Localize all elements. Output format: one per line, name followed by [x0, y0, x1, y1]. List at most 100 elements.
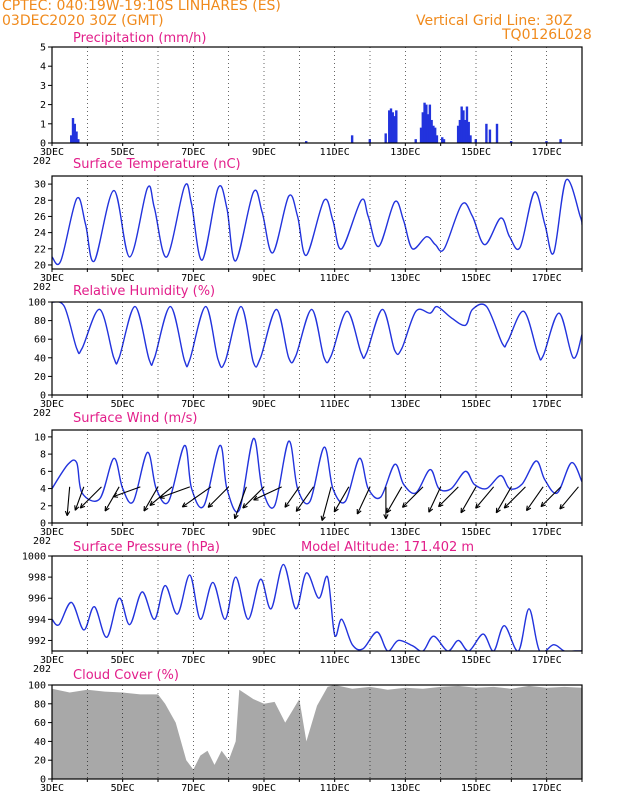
y-tick-label: 1000	[22, 552, 46, 563]
precip-bar	[384, 133, 387, 143]
y-tick-label: 996	[28, 594, 46, 605]
panel-frame	[51, 46, 583, 144]
wind-vector-shaft	[182, 486, 212, 508]
wind-vector	[333, 486, 350, 513]
precip-bar	[430, 119, 433, 143]
precip-bar	[464, 119, 467, 143]
y-tick-label: 3	[40, 81, 46, 92]
x-tick-label: 17DEC	[532, 147, 562, 158]
wind-vector	[112, 486, 141, 498]
x-tick-label: 15DEC	[461, 273, 491, 284]
wind-vector-head	[383, 514, 389, 520]
y-tick-label: 100	[28, 298, 46, 309]
y-tick-label: 4	[40, 484, 46, 495]
wind-vector-shaft	[295, 486, 314, 512]
wind-vector	[559, 486, 579, 510]
y-tick-label: 2	[40, 501, 46, 512]
precip-bar	[432, 125, 435, 143]
y-tick-label: 60	[34, 335, 46, 346]
cloud-cover-area	[52, 685, 582, 779]
precip-bar	[474, 139, 477, 143]
x-tick-label: 9DEC	[252, 655, 276, 666]
panel-frame	[51, 555, 583, 652]
wind-vector-head	[149, 500, 155, 507]
station-header: CPTEC: 040:19W-19:10S LINHARES (ES)	[2, 0, 281, 14]
y-tick-label: 6	[40, 467, 46, 478]
wind-vector	[320, 486, 332, 522]
wind-vector-head	[253, 495, 259, 501]
x-tick-label: 5DEC	[111, 783, 135, 794]
panel-title: Surface Pressure (hPa)	[73, 540, 220, 555]
wind-vector	[159, 486, 190, 499]
altitude-note: Model Altitude: 171.402 m	[301, 540, 474, 555]
wind-vector	[525, 486, 544, 512]
x-tick-label: 17DEC	[532, 783, 562, 794]
wind-vector-shaft	[284, 486, 300, 508]
y-tick-label: 998	[28, 573, 46, 584]
y-tick-label: 4	[40, 62, 46, 73]
y-tick-label: 60	[34, 718, 46, 729]
x-tick-label: 13DEC	[390, 273, 420, 284]
plot-area	[52, 178, 582, 266]
wind-vector	[401, 486, 424, 508]
plot-area	[70, 102, 562, 143]
y-tick-label: 1	[40, 119, 46, 130]
panel-frame	[51, 684, 583, 780]
precip-bar	[545, 141, 548, 143]
wind-vector-shaft	[503, 486, 526, 509]
wind-vector-shaft	[460, 486, 477, 514]
wind-vector-shaft	[495, 486, 512, 514]
x-tick-label: 15DEC	[461, 147, 491, 158]
panel-title: Surface Temperature (nC)	[73, 157, 241, 172]
wind-vector-head	[79, 503, 86, 509]
panel-title: Cloud Cover (%)	[73, 668, 179, 683]
wind-vector-head	[438, 501, 444, 508]
y-tick-label: 0	[40, 519, 46, 530]
wind-vector-head	[333, 506, 339, 513]
precip-bar	[393, 116, 396, 143]
x-tick-label: 11DEC	[320, 399, 350, 410]
precip-bar	[509, 141, 513, 143]
precip-bar	[456, 125, 460, 143]
x-tick-label: 9DEC	[252, 527, 276, 538]
y-tick-label: 0	[40, 775, 46, 786]
wind-vector-head	[104, 506, 110, 512]
wind-vector-shaft	[253, 486, 282, 501]
plot-area	[52, 302, 582, 369]
precip-bar	[419, 127, 423, 143]
grid-line-note: Vertical Grid Line: 30Z	[416, 13, 573, 29]
x-tick-label: 5DEC	[111, 273, 135, 284]
x-tick-label: 7DEC	[181, 655, 205, 666]
x-tick-label: 3DEC	[40, 147, 64, 158]
panel-title: Surface Wind (m/s)	[73, 411, 197, 426]
y-tick-label: 40	[34, 737, 46, 748]
x-tick-label: 17DEC	[532, 655, 562, 666]
precip-bar	[73, 123, 76, 143]
x-tick-label: 13DEC	[390, 783, 420, 794]
x-tick-label: 3DEC	[40, 783, 64, 794]
precip-bar	[426, 114, 430, 143]
wind-vector-shaft	[234, 486, 247, 519]
wind-vector	[253, 486, 282, 501]
wind-vector-head	[540, 501, 546, 508]
wind-vector-head	[475, 503, 481, 509]
x-tick-label: 13DEC	[390, 399, 420, 410]
wind-vector	[540, 486, 562, 508]
x-tick-label: 13DEC	[390, 147, 420, 158]
wind-vector-shaft	[402, 486, 424, 508]
wind-vector	[79, 486, 102, 509]
wind-vector	[356, 486, 371, 515]
y-tick-label: 0	[40, 139, 46, 150]
wind-vector-shaft	[559, 486, 579, 510]
wind-vector-head	[74, 505, 80, 511]
wind-vector-shaft	[356, 486, 371, 515]
plot-area	[52, 563, 582, 651]
x-tick-label: 13DEC	[390, 655, 420, 666]
x-tick-label: 7DEC	[181, 273, 205, 284]
x-tick-label: 7DEC	[181, 527, 205, 538]
wind-vector	[386, 486, 403, 514]
series-line-5	[52, 563, 582, 651]
x-tick-label: 9DEC	[252, 273, 276, 284]
y-tick-label: 20	[34, 756, 46, 767]
wind-vector-head	[112, 492, 119, 498]
